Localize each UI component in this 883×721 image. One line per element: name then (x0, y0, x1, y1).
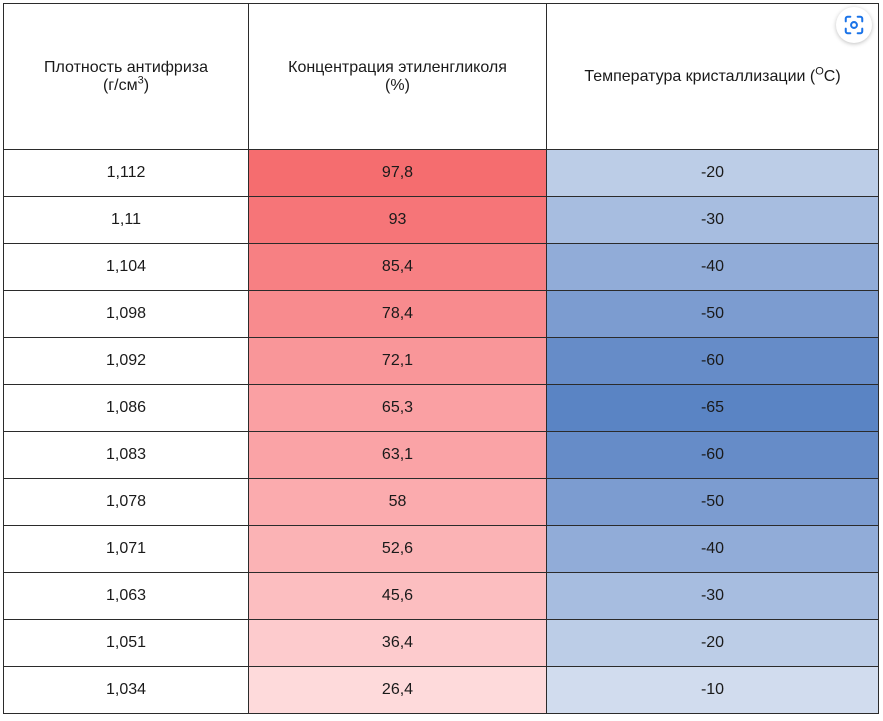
header-row: Плотность антифриза (г/см3) Концентрация… (3, 3, 879, 150)
density-cell: 1,078 (3, 478, 249, 526)
header-concentration-title: Концентрация этиленгликоля (288, 58, 507, 76)
concentration-cell: 36,4 (248, 619, 547, 667)
table-row: 1,092 72,1 -60 (3, 337, 879, 385)
temperature-cell: -50 (546, 478, 879, 526)
concentration-cell: 78,4 (248, 290, 547, 338)
table-row: 1,104 85,4 -40 (3, 243, 879, 291)
concentration-cell: 97,8 (248, 149, 547, 197)
table-row: 1,086 65,3 -65 (3, 384, 879, 432)
header-temperature: Температура кристаллизации (OC) (546, 3, 879, 150)
density-cell: 1,104 (3, 243, 249, 291)
concentration-cell: 63,1 (248, 431, 547, 479)
temperature-cell: -65 (546, 384, 879, 432)
density-cell: 1,086 (3, 384, 249, 432)
header-density-unit-close: ) (143, 76, 150, 94)
header-concentration: Концентрация этиленгликоля (%) (248, 3, 547, 150)
header-temperature-unit: C) (823, 67, 841, 85)
table-row: 1,112 97,8 -20 (3, 149, 879, 197)
density-cell: 1,063 (3, 572, 249, 620)
temperature-cell: -30 (546, 196, 879, 244)
scan-button[interactable] (836, 7, 872, 43)
header-density: Плотность антифриза (г/см3) (3, 3, 249, 150)
table-row: 1,11 93 -30 (3, 196, 879, 244)
header-temperature-title: Температура кристаллизации ( (584, 67, 816, 85)
header-concentration-unit: (%) (385, 76, 410, 94)
table-row: 1,063 45,6 -30 (3, 572, 879, 620)
temperature-cell: -50 (546, 290, 879, 338)
header-density-title: Плотность антифриза (44, 58, 208, 76)
temperature-cell: -30 (546, 572, 879, 620)
temperature-cell: -40 (546, 243, 879, 291)
table-container: Плотность антифриза (г/см3) Концентрация… (3, 3, 879, 714)
density-cell: 1,092 (3, 337, 249, 385)
concentration-cell: 58 (248, 478, 547, 526)
temperature-cell: -60 (546, 431, 879, 479)
density-cell: 1,071 (3, 525, 249, 573)
temperature-cell: -20 (546, 149, 879, 197)
concentration-cell: 85,4 (248, 243, 547, 291)
concentration-cell: 93 (248, 196, 547, 244)
table-row: 1,078 58 -50 (3, 478, 879, 526)
table-row: 1,071 52,6 -40 (3, 525, 879, 573)
density-cell: 1,098 (3, 290, 249, 338)
table-row: 1,083 63,1 -60 (3, 431, 879, 479)
header-density-unit: (г/см (102, 76, 138, 94)
concentration-cell: 72,1 (248, 337, 547, 385)
table-row: 1,034 26,4 -10 (3, 666, 879, 714)
density-cell: 1,051 (3, 619, 249, 667)
antifreeze-table: Плотность антифриза (г/см3) Концентрация… (3, 3, 879, 714)
header-temperature-degree-sup: O (815, 65, 824, 78)
temperature-cell: -40 (546, 525, 879, 573)
concentration-cell: 52,6 (248, 525, 547, 573)
concentration-cell: 26,4 (248, 666, 547, 714)
concentration-cell: 65,3 (248, 384, 547, 432)
table-row: 1,098 78,4 -50 (3, 290, 879, 338)
header-density-unit-sup: 3 (137, 74, 144, 87)
table-row: 1,051 36,4 -20 (3, 619, 879, 667)
density-cell: 1,11 (3, 196, 249, 244)
density-cell: 1,083 (3, 431, 249, 479)
density-cell: 1,112 (3, 149, 249, 197)
temperature-cell: -20 (546, 619, 879, 667)
temperature-cell: -10 (546, 666, 879, 714)
table-body: 1,112 97,8 -20 1,11 93 -30 1,104 85,4 -40 1,098 78… (3, 149, 879, 714)
concentration-cell: 45,6 (248, 572, 547, 620)
density-cell: 1,034 (3, 666, 249, 714)
scan-icon (844, 15, 864, 35)
temperature-cell: -60 (546, 337, 879, 385)
